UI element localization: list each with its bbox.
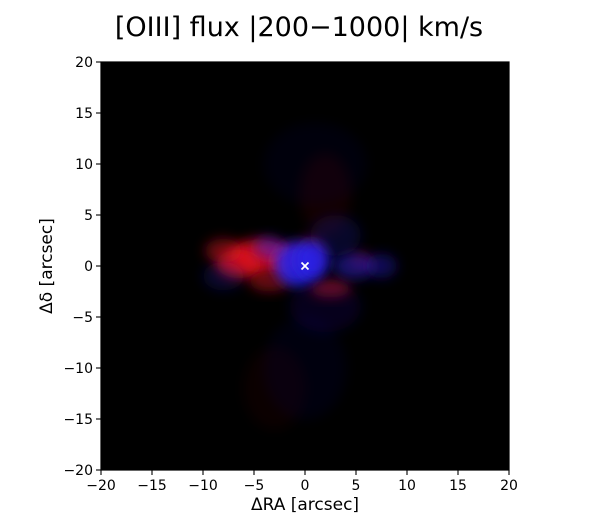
blue-emission-blob-2 (253, 236, 285, 259)
x-tick-label: 20 (500, 478, 518, 494)
x-axis-label: ΔRA [arcsec] (251, 495, 359, 515)
red-emission-blob-3 (205, 238, 242, 263)
x-tick-label: −10 (188, 478, 218, 494)
y-axis: −20 −15 −10 −5 0 5 10 15 20 (63, 55, 101, 479)
y-tick-label: 10 (75, 157, 93, 173)
x-axis: −20 −15 −10 −5 0 5 10 15 20 (86, 470, 518, 494)
x-tick-label: −20 (86, 478, 116, 494)
x-tick-label: −15 (137, 478, 167, 494)
y-axis-label: Δδ [arcsec] (37, 218, 57, 314)
y-tick-label: 0 (84, 259, 93, 275)
blue-emission-blob-8 (264, 317, 346, 419)
x-tick-label: −5 (244, 478, 265, 494)
blue-emission-blob-3 (333, 252, 375, 280)
blue-emission-blob-4 (366, 253, 397, 279)
y-tick-label: −10 (63, 361, 93, 377)
nucleus-marker (300, 261, 310, 271)
y-tick-label: −5 (72, 310, 93, 326)
x-tick-label: 15 (449, 478, 467, 494)
marker-stroke-1 (300, 261, 310, 271)
blue-emission-blob-5 (310, 215, 362, 256)
blue-emission-blob-9 (264, 123, 367, 205)
y-tick-label: 20 (75, 55, 93, 71)
blue-emission-blob-7 (203, 261, 244, 291)
emission-map (203, 123, 397, 430)
x-tick-label: 5 (352, 478, 361, 494)
y-tick-label: −15 (63, 412, 93, 428)
x-tick-label: 10 (398, 478, 416, 494)
chart-title: [OIII] flux |200−1000| km/s (114, 12, 484, 43)
y-tick-label: −20 (63, 463, 93, 479)
y-tick-label: 5 (84, 208, 93, 224)
y-tick-label: 15 (75, 106, 93, 122)
x-tick-label: 0 (301, 478, 310, 494)
